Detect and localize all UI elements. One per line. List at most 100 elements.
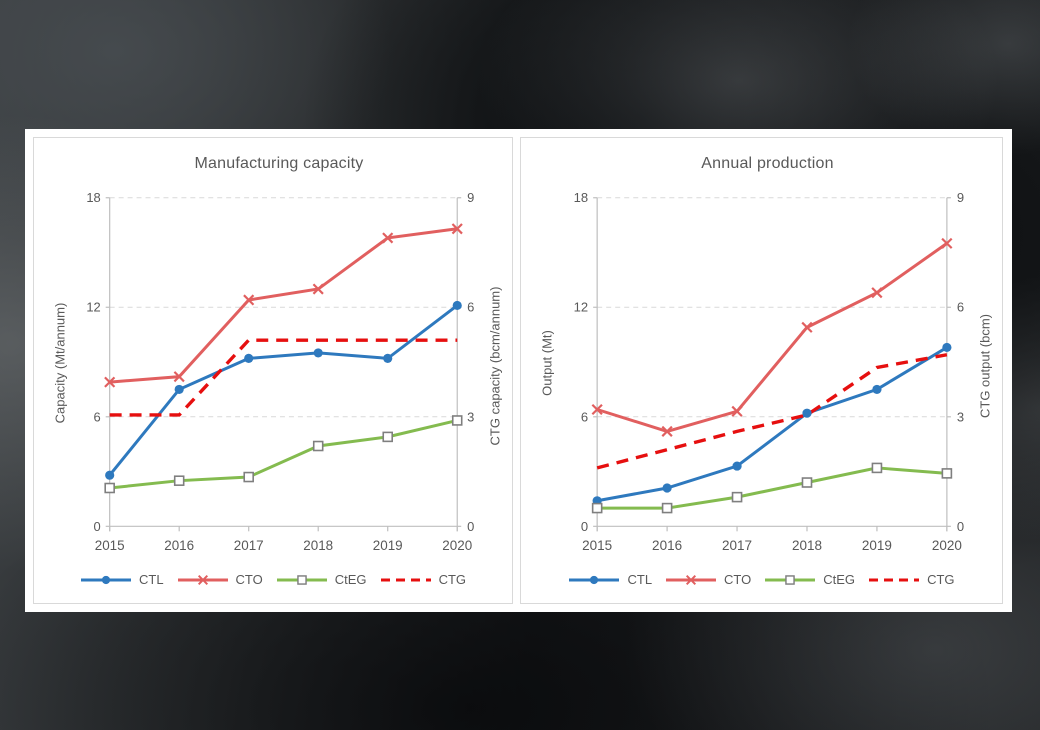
marker-x xyxy=(197,574,208,585)
y-right-tick-label: 3 xyxy=(467,409,474,424)
legend-label: CTO xyxy=(235,572,263,587)
x-tick-label: 2015 xyxy=(582,538,612,553)
x-tick-label: 2019 xyxy=(373,538,403,553)
legend-label: CTG xyxy=(438,572,467,587)
marker-circle xyxy=(942,342,952,353)
marker-x xyxy=(661,425,673,437)
y-left-tick-label: 6 xyxy=(94,409,101,424)
marker-square xyxy=(731,491,743,503)
y-right-tick-label: 0 xyxy=(467,519,474,534)
marker-circle xyxy=(383,353,393,363)
legend-label: CTG xyxy=(927,572,955,587)
marker-circle xyxy=(872,384,882,394)
line-chart-plot: 0 6 12 18 0 3 6 9 2015 2016 2017 2018 2019 2020 xyxy=(86,190,474,553)
chart-legend: CTL CTO CtEG CTG xyxy=(521,572,1002,587)
marker-square xyxy=(871,462,883,474)
x-tick-label: 2018 xyxy=(792,538,822,553)
marker-square xyxy=(243,471,254,483)
series-line-CtEG xyxy=(109,418,458,490)
marker-x xyxy=(382,232,394,244)
marker-circle xyxy=(244,353,254,363)
marker-x xyxy=(173,371,185,383)
series-line-CTO xyxy=(109,227,458,384)
marker-square xyxy=(451,415,463,426)
y-left-tick-label: 6 xyxy=(581,409,588,424)
chart-title: Manufacturing capacity xyxy=(194,155,364,172)
marker-circle xyxy=(174,384,184,394)
x-tick-label: 2016 xyxy=(652,538,682,553)
legend-swatch-CTL xyxy=(80,575,131,584)
y-right-tick-label: 0 xyxy=(957,519,964,534)
marker-circle xyxy=(101,575,111,584)
y-right-tick-label: 6 xyxy=(467,300,474,315)
marker-x xyxy=(686,574,697,585)
marker-x xyxy=(104,376,116,388)
marker-square xyxy=(382,431,393,443)
series-line-CtEG xyxy=(597,466,948,510)
chart-card-annual-production: Annual production Output (Mt) CTG output… xyxy=(520,137,1003,604)
marker-square xyxy=(173,475,185,486)
legend-label: CtEG xyxy=(823,572,856,587)
x-tick-label: 2019 xyxy=(862,538,892,553)
legend-item-CTL: CTL xyxy=(80,572,164,587)
legend-swatch-CtEG xyxy=(765,574,816,585)
y-left-tick-label: 12 xyxy=(86,300,100,315)
legend-item-CTO: CTO xyxy=(665,572,751,587)
x-tick-label: 2017 xyxy=(234,538,264,553)
legend-label: CTL xyxy=(138,572,164,587)
legend-item-CtEG: CtEG xyxy=(276,572,367,587)
marker-x xyxy=(591,403,603,416)
series-line-CTG xyxy=(109,338,458,417)
y-right-tick-label: 6 xyxy=(957,300,964,315)
marker-x xyxy=(243,294,255,306)
x-tick-label: 2020 xyxy=(442,538,472,553)
legend-item-CTG: CTG xyxy=(380,572,466,587)
marker-square xyxy=(785,574,796,585)
legend-label: CTO xyxy=(724,572,752,587)
chart-legend: CTL CTO CtEG CTG xyxy=(34,572,512,587)
chart-title: Annual production xyxy=(701,155,834,172)
y-left-tick-label: 0 xyxy=(581,519,588,534)
legend-label: CTL xyxy=(627,572,653,587)
legend-item-CTL: CTL xyxy=(568,572,652,587)
y-right-tick-label: 9 xyxy=(467,190,474,205)
y-left-tick-label: 0 xyxy=(94,519,101,534)
y-left-tick-label: 12 xyxy=(574,300,588,315)
marker-x xyxy=(801,321,813,333)
marker-circle xyxy=(452,300,462,311)
legend-swatch-CTG xyxy=(380,578,431,581)
x-tick-label: 2018 xyxy=(303,538,333,553)
legend-swatch-CTO xyxy=(666,574,717,585)
legend-swatch-CTG xyxy=(869,578,920,581)
legend-item-CTG: CTG xyxy=(868,572,955,587)
x-tick-label: 2020 xyxy=(932,538,962,553)
legend-swatch-CTL xyxy=(569,575,620,584)
y-right-tick-label: 9 xyxy=(957,190,964,205)
marker-circle xyxy=(662,483,672,493)
marker-circle xyxy=(313,348,323,358)
chart-card-manufacturing-capacity: Manufacturing capacity Capacity (Mt/annu… xyxy=(33,137,513,604)
y-right-tick-label: 3 xyxy=(957,409,964,424)
y-left-tick-label: 18 xyxy=(574,190,588,205)
marker-x xyxy=(451,223,463,235)
marker-square xyxy=(941,468,953,479)
marker-square xyxy=(591,502,603,514)
charts-panel: Manufacturing capacity Capacity (Mt/annu… xyxy=(25,129,1012,612)
marker-circle xyxy=(802,408,812,418)
series-line-CTL xyxy=(108,304,459,477)
legend-item-CtEG: CtEG xyxy=(764,572,855,587)
y-left-tick-label: 18 xyxy=(86,190,100,205)
x-tick-label: 2016 xyxy=(164,538,194,553)
marker-x xyxy=(941,237,953,249)
marker-square xyxy=(104,482,115,494)
legend-swatch-CtEG xyxy=(276,574,327,585)
series-line-CTO xyxy=(596,242,948,433)
marker-square xyxy=(661,502,673,514)
series-line-CTL xyxy=(596,346,948,503)
marker-x xyxy=(731,405,743,417)
marker-circle xyxy=(732,461,742,471)
marker-square xyxy=(312,440,324,452)
marker-x xyxy=(312,283,324,295)
marker-square xyxy=(801,477,813,488)
marker-x xyxy=(871,287,883,299)
